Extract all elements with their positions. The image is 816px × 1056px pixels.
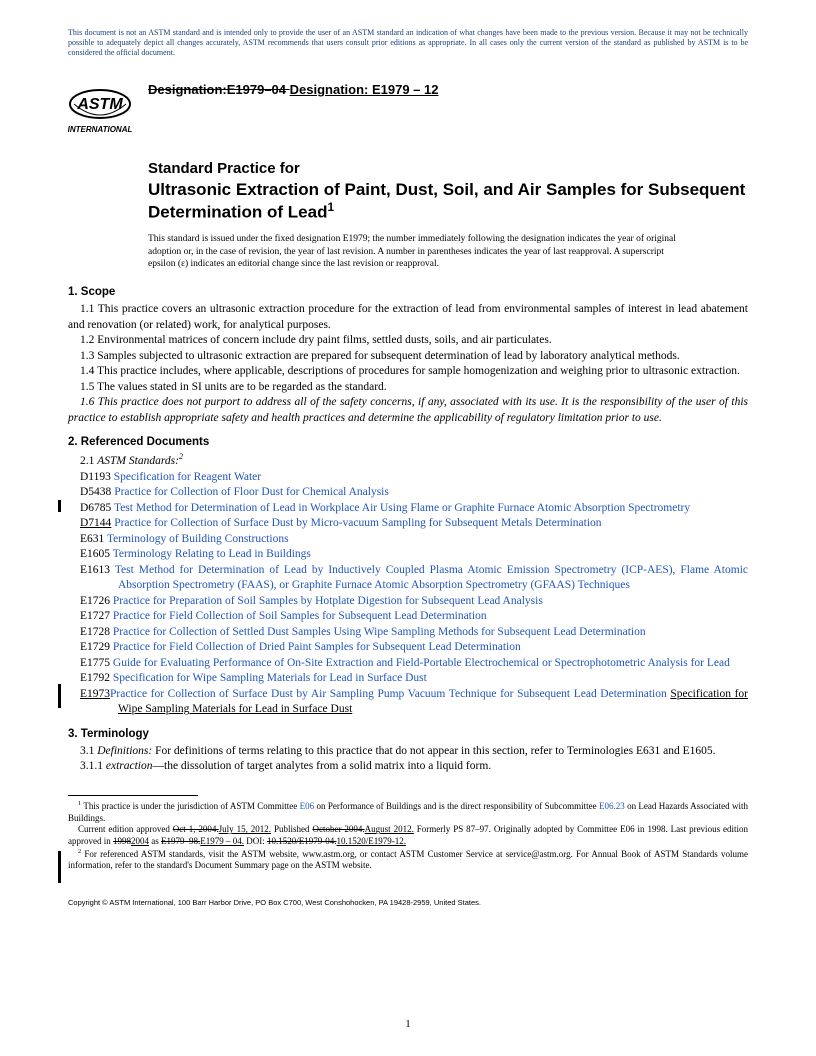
ref-item: E631 Terminology of Building Constructio…: [68, 532, 748, 548]
ref-title[interactable]: Guide for Evaluating Performance of On-S…: [113, 657, 730, 669]
title-main: Ultrasonic Extraction of Paint, Dust, So…: [148, 179, 748, 223]
footnote-1: 1 This practice is under the jurisdictio…: [68, 800, 748, 824]
title-prefix: Standard Practice for: [148, 160, 748, 177]
ref-e1973: E1973Practice for Collection of Surface …: [68, 687, 748, 718]
title-block: Standard Practice for Ultrasonic Extract…: [148, 160, 748, 223]
ref-item: E1605 Terminology Relating to Lead in Bu…: [68, 547, 748, 563]
title-main-text: Ultrasonic Extraction of Paint, Dust, So…: [148, 180, 745, 222]
ref-code: E1729: [80, 641, 110, 653]
ref-code: D5438: [80, 486, 111, 498]
ref-title[interactable]: Practice for Collection of Settled Dust …: [113, 626, 646, 638]
copyright: Copyright © ASTM International, 100 Barr…: [68, 898, 748, 907]
term-body: 3.1 Definitions: For definitions of term…: [68, 744, 748, 775]
scope-1-3: 1.3 Samples subjected to ultrasonic extr…: [68, 349, 748, 365]
scope-body: 1.1 This practice covers an ultrasonic e…: [68, 302, 748, 426]
designation-new: Designation: E1979 – 12: [290, 82, 439, 97]
scope-1-2: 1.2 Environmental matrices of concern in…: [68, 333, 748, 349]
ref-item: E1775 Guide for Evaluating Performance o…: [68, 656, 748, 672]
header-row: ASTM INTERNATIONAL Designation:E1979–04 …: [68, 76, 748, 146]
ref-title[interactable]: Specification for Reagent Water: [114, 471, 261, 483]
ref-item: D5438 Practice for Collection of Floor D…: [68, 485, 748, 501]
footnote-2: 2 For referenced ASTM standards, visit t…: [68, 848, 748, 872]
change-bar: [58, 684, 61, 708]
ref-item: E1729 Practice for Field Collection of D…: [68, 640, 748, 656]
ref-code: E1728: [80, 626, 110, 638]
astm-logo: ASTM INTERNATIONAL: [68, 76, 132, 146]
change-bar: [58, 500, 61, 512]
ref-code: E1973: [80, 688, 110, 700]
ref-title[interactable]: Practice for Field Collection of Soil Sa…: [113, 610, 487, 622]
refs-list: D1193 Specification for Reagent WaterD54…: [68, 470, 748, 672]
ref-e1792: E1792 Specification for Wipe Sampling Ma…: [68, 671, 748, 687]
scope-head: 1. Scope: [68, 286, 748, 298]
ref-item: D7144 Practice for Collection of Surface…: [68, 516, 748, 532]
page-number: 1: [0, 1018, 816, 1030]
ref-title[interactable]: Practice for Preparation of Soil Samples…: [113, 595, 543, 607]
ref-title[interactable]: Test Method for Determination of Lead by…: [115, 564, 748, 592]
fn1-link-e0623[interactable]: E06.23: [599, 801, 625, 811]
designation-old: Designation:E1979–04: [148, 82, 290, 97]
ref-title[interactable]: Test Method for Determination of Lead in…: [114, 502, 690, 514]
ref-e1792-title[interactable]: Specification for Wipe Sampling Material…: [113, 672, 427, 684]
ref-title[interactable]: Practice for Collection of Floor Dust fo…: [114, 486, 389, 498]
ref-item: E1727 Practice for Field Collection of S…: [68, 609, 748, 625]
disclaimer: This document is not an ASTM standard an…: [68, 28, 748, 58]
ref-code: E631: [80, 533, 104, 545]
title-sup: 1: [327, 200, 334, 214]
issuance-note: This standard is issued under the fixed …: [148, 233, 688, 270]
refs-sub: 2.1 ASTM Standards:2: [68, 452, 748, 469]
scope-1-5: 1.5 The values stated in SI units are to…: [68, 380, 748, 396]
term-head: 3. Terminology: [68, 728, 748, 740]
designation: Designation:E1979–04 Designation: E1979 …: [148, 76, 438, 97]
ref-e1973-strike[interactable]: Practice for Collection of Surface Dust …: [110, 688, 667, 700]
term-3-1-1: 3.1.1 extraction—the dissolution of targ…: [68, 759, 748, 775]
svg-text:ASTM: ASTM: [76, 96, 123, 113]
fn1-link-e06[interactable]: E06: [300, 801, 315, 811]
ref-item: E1613 Test Method for Determination of L…: [68, 563, 748, 594]
svg-text:INTERNATIONAL: INTERNATIONAL: [68, 125, 132, 134]
ref-item: D1193 Specification for Reagent Water: [68, 470, 748, 486]
ref-code: D7144: [80, 517, 111, 529]
ref-code: E1727: [80, 610, 110, 622]
ref-code: E1792: [80, 672, 110, 684]
refs-sub-sup: 2: [179, 452, 183, 461]
ref-title[interactable]: Practice for Field Collection of Dried P…: [113, 641, 521, 653]
term-3-1: 3.1 Definitions: For definitions of term…: [68, 744, 748, 760]
ref-code: E1775: [80, 657, 110, 669]
ref-item: D6785 Test Method for Determination of L…: [68, 501, 748, 517]
refs-sub-label: ASTM Standards:: [97, 455, 179, 467]
ref-title[interactable]: Terminology Relating to Lead in Building…: [113, 548, 311, 560]
ref-item: E1726 Practice for Preparation of Soil S…: [68, 594, 748, 610]
ref-code: D6785: [80, 502, 111, 514]
ref-title[interactable]: Terminology of Building Constructions: [107, 533, 289, 545]
ref-code: E1613: [80, 564, 110, 576]
scope-1-1: 1.1 This practice covers an ultrasonic e…: [68, 302, 748, 333]
ref-title[interactable]: Practice for Collection of Surface Dust …: [114, 517, 601, 529]
change-bar: [58, 851, 61, 883]
ref-code: E1605: [80, 548, 110, 560]
ref-code: E1726: [80, 595, 110, 607]
refs-head: 2. Referenced Documents: [68, 436, 748, 448]
footnote-rule: [68, 795, 198, 796]
footnote-1b: Current edition approved Oct 1, 2004.Jul…: [68, 824, 748, 847]
scope-1-4: 1.4 This practice includes, where applic…: [68, 364, 748, 380]
ref-item: E1728 Practice for Collection of Settled…: [68, 625, 748, 641]
scope-1-6: 1.6 This practice does not purport to ad…: [68, 395, 748, 426]
ref-code: D1193: [80, 471, 111, 483]
